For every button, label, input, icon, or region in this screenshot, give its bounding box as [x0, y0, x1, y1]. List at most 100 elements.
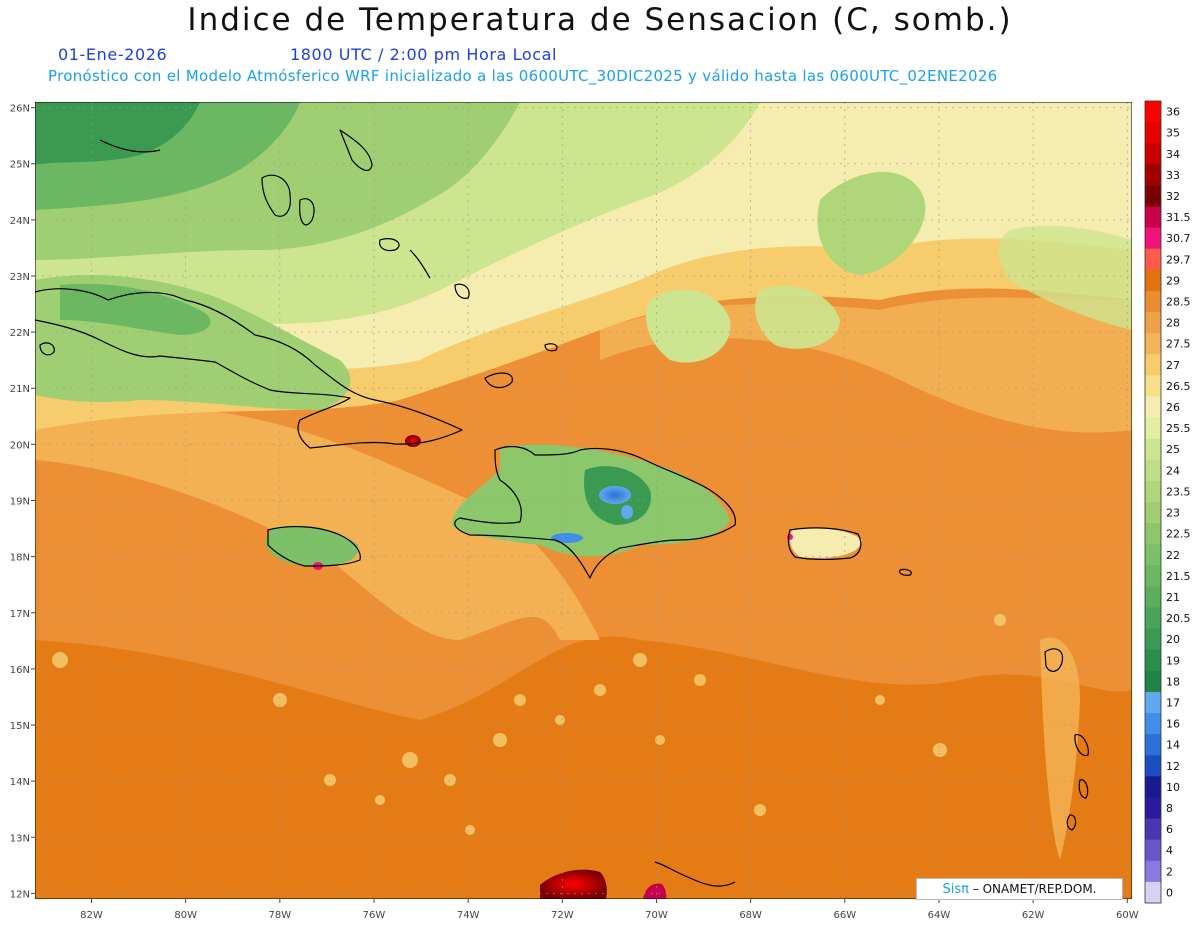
cuba-dark-green [60, 283, 211, 335]
colorbar-label: 21 [1166, 591, 1180, 604]
colorbar-label: 17 [1166, 697, 1180, 710]
colorbar-swatch [1145, 523, 1161, 545]
colorbar-swatch [1145, 438, 1161, 461]
colorbar-label: 25 [1166, 443, 1180, 456]
lon-tick-label: 74W [457, 910, 480, 921]
lat-tick-label: 18N [10, 553, 30, 564]
lat-tick-label: 17N [10, 609, 30, 620]
lat-tick-label: 13N [10, 833, 30, 844]
model-info: Pronóstico con el Modelo Atmósferico WRF… [48, 67, 998, 85]
colorbar: 363534333231.530.729.72928.52827.52726.5… [1144, 100, 1191, 904]
colorbar-swatch [1145, 375, 1161, 397]
colorbar-label: 21.5 [1166, 570, 1191, 583]
colorbar-swatch [1145, 797, 1161, 820]
lat-tick-label: 19N [10, 497, 30, 508]
latitude-labels: 26N 25N 24N 23N 22N 21N 20N 19N 18N 17N 16N 15N 14N 1… [10, 104, 35, 900]
jamaica-coast [267, 526, 361, 567]
puerto-rico-field [790, 528, 862, 558]
colorbar-swatch [1145, 354, 1161, 376]
colorbar-label: 2 [1166, 865, 1173, 878]
colorbar-swatch [1145, 290, 1161, 313]
colorbar-swatch [1145, 248, 1161, 271]
colorbar-label: 25.5 [1166, 422, 1191, 435]
colorbar-label: 29.7 [1166, 253, 1191, 266]
colorbar-label: 28 [1166, 317, 1180, 330]
green-patch-central2 [755, 286, 840, 349]
colorbar-swatch [1145, 333, 1161, 355]
colorbar-label: 26.5 [1166, 380, 1191, 393]
colorbar-label: 6 [1166, 823, 1173, 836]
colorbar-swatch [1145, 860, 1161, 883]
bahamas-4 [379, 238, 400, 252]
colorbar-label: 22 [1166, 549, 1180, 562]
hot-spot-guajira [540, 869, 607, 899]
colorbar-label: 27 [1166, 359, 1180, 372]
bahamas-2 [299, 198, 315, 226]
dark-green-florida [35, 102, 200, 165]
lat-tick-label: 20N [10, 440, 30, 451]
colorbar-swatch [1145, 480, 1161, 503]
hispaniola-coast [454, 445, 737, 579]
abc-islands [654, 861, 736, 887]
colorbar-swatch [1145, 122, 1161, 144]
temperature-field [35, 102, 1132, 899]
colorbar-swatch [1145, 670, 1161, 693]
bahamas-5 [409, 249, 431, 279]
hot-spot-paraguana [643, 883, 667, 899]
colorbar-swatch [1145, 227, 1161, 250]
colorbar-swatch [1145, 691, 1161, 714]
colorbar-swatch [1145, 206, 1161, 229]
lon-tick-label: 72W [551, 910, 574, 921]
green-patch-central [646, 289, 731, 363]
forecast-time: 1800 UTC / 2:00 pm Hora Local [290, 45, 558, 64]
puerto-rico-coast [787, 527, 862, 560]
colorbar-swatch [1145, 776, 1161, 798]
coastlines [35, 129, 1089, 887]
colorbar-label: 10 [1166, 781, 1180, 794]
colorbar-swatch [1145, 607, 1161, 630]
colorbar-swatch [1145, 164, 1161, 186]
colorbar-label: 16 [1166, 718, 1180, 731]
bahamas-1 [261, 174, 291, 217]
colorbar-swatch [1145, 312, 1161, 334]
colorbar-label: 27.5 [1166, 338, 1191, 351]
map-title: Indice de Temperatura de Sensacion (C, s… [187, 2, 1013, 38]
colorbar-swatch [1145, 755, 1161, 777]
isla-juventud-coast [39, 342, 55, 356]
colorbar-frame [1144, 100, 1162, 904]
colorbar-label: 26 [1166, 401, 1180, 414]
colorbar-label: 29 [1166, 274, 1180, 287]
colorbar-label: 4 [1166, 844, 1173, 857]
light-band-west [35, 407, 600, 640]
colorbar-label: 14 [1166, 739, 1180, 752]
lat-tick-label: 24N [10, 216, 30, 227]
colorbar-label: 33 [1166, 169, 1180, 182]
great-inagua [484, 372, 513, 389]
colorbar-label: 20.5 [1166, 612, 1191, 625]
credit-text: – ONAMET/REP.DOM. [968, 882, 1097, 896]
colorbar-label: 30.7 [1166, 232, 1191, 245]
colorbar-label: 28.5 [1166, 296, 1191, 309]
bahamas-6 [454, 283, 470, 299]
jamaica-field [265, 525, 359, 567]
virgin-islands [899, 568, 912, 576]
lon-tick-label: 70W [645, 910, 668, 921]
antilles-field [1040, 637, 1080, 860]
colorbar-swatch [1145, 734, 1161, 756]
colorbar-swatch [1145, 185, 1161, 208]
lesser-antilles-1 [1044, 648, 1064, 672]
longitude-labels: 82W 80W 78W 76W 74W 72W 70W 68W 66W 64W 62W 60W [80, 899, 1139, 921]
colorbar-label: 31.5 [1166, 211, 1191, 224]
colorbar-label: 23.5 [1166, 485, 1191, 498]
colorbar-label: 22.5 [1166, 528, 1191, 541]
cold-spot-cordillera [599, 486, 631, 504]
colorbar-label: 34 [1166, 148, 1180, 161]
colorbar-swatch [1145, 269, 1161, 292]
colorbar-label: 24 [1166, 464, 1180, 477]
lat-tick-label: 12N [10, 889, 30, 900]
colorbar-swatch [1145, 396, 1161, 419]
colorbar-swatch [1145, 839, 1161, 862]
colorbar-label: 18 [1166, 675, 1180, 688]
colorbar-label: 20 [1166, 633, 1180, 646]
